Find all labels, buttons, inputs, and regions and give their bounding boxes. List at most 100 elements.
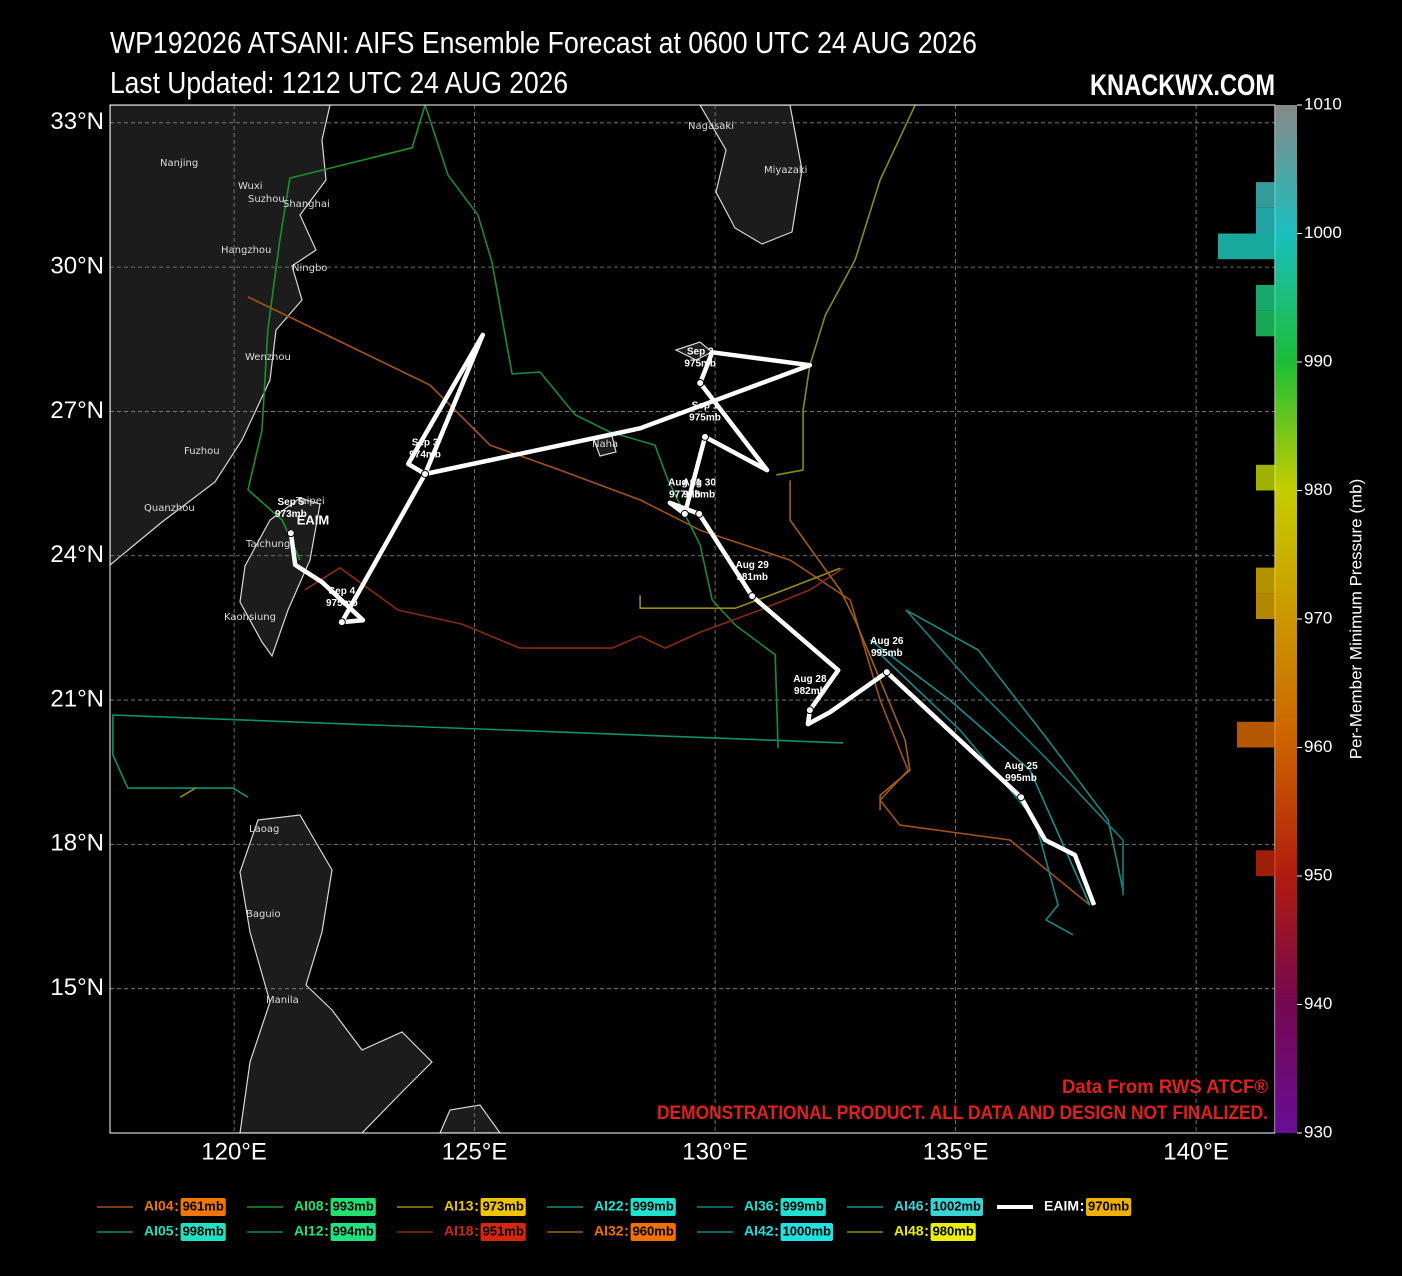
point-pressure: 975mb: [689, 413, 721, 424]
colorbar-tick-label: 930: [1304, 1122, 1332, 1141]
chart-subtitle: Last Updated: 1212 UTC 24 AUG 2026: [110, 65, 568, 100]
place-label: Hangzhou: [221, 245, 271, 256]
place-label: Wenzhou: [245, 352, 291, 363]
legend: AI04 961mb AI05 998mb AI08 993mb AI12 994mb AI13…: [97, 1198, 1132, 1241]
legend-name: AI05: [144, 1223, 174, 1239]
point-date: Aug 25: [1004, 761, 1038, 772]
legend-name: AI46: [894, 1198, 924, 1214]
x-tick-label: 125°E: [442, 1138, 508, 1165]
legend-name: AI08: [294, 1198, 324, 1214]
legend-sep: [325, 1202, 328, 1206]
point-pressure: 982mb: [794, 686, 826, 697]
legend-pressure: 993mb: [333, 1198, 374, 1213]
y-tick-label: 27°N: [50, 397, 104, 424]
legend-sep: [475, 1202, 478, 1206]
colorbar-tick-label: 980: [1304, 480, 1332, 499]
legend-sep: [625, 1202, 628, 1206]
point-date: Aug 31: [668, 478, 702, 489]
point-pressure: 975mb: [326, 598, 358, 609]
legend-sep: [925, 1233, 928, 1237]
ensemble-track: [875, 649, 1074, 936]
legend-sep: [1080, 1208, 1084, 1212]
legend-chip: [1086, 1198, 1132, 1216]
track-point: [680, 509, 689, 518]
track-point: [286, 529, 295, 538]
legend-sep: [475, 1233, 478, 1237]
legend-chip: [330, 1223, 376, 1241]
place-label: Kaohsiung: [224, 612, 276, 623]
note: Data From RWS ATCF®: [1062, 1077, 1268, 1098]
track-point: [805, 706, 814, 715]
place-label: Ningbo: [292, 263, 327, 274]
point-date: Aug 28: [793, 674, 827, 685]
ensemble-track: [869, 639, 1091, 906]
legend-chip: [480, 1223, 526, 1241]
y-tick-label: 33°N: [50, 108, 104, 135]
legend-sep: [775, 1202, 778, 1206]
track-point: [882, 668, 891, 677]
legend-name: AI13: [444, 1198, 474, 1214]
place-label: Nagasaki: [688, 121, 734, 132]
ensemble-track: [247, 105, 426, 561]
track-point: [748, 592, 757, 601]
place-label: Taichung: [245, 539, 290, 550]
legend-pressure: 998mb: [183, 1223, 224, 1238]
legend-pressure: 994mb: [333, 1223, 374, 1238]
point-date: Sep 5: [278, 497, 305, 508]
legend-name: AI18: [444, 1223, 474, 1239]
track-point: [701, 432, 710, 441]
point-date: Aug 30: [683, 478, 717, 489]
ensemble-track: [905, 609, 1124, 896]
legend-sep: [775, 1233, 778, 1237]
histogram-bar: [1256, 310, 1275, 337]
point-pressure: 978mb: [683, 490, 715, 501]
point-pressure: 977mb: [669, 490, 701, 501]
ensemble-track: [179, 567, 841, 798]
ensemble-track: [905, 609, 1124, 891]
place-label: Wuxi: [238, 181, 263, 192]
point-date: Aug 26: [870, 636, 904, 647]
histogram-bar: [1256, 464, 1275, 491]
track-point: [421, 469, 430, 478]
colorbar-tick-label: 1010: [1304, 94, 1342, 113]
legend-sep: [1080, 1202, 1084, 1206]
legend-sep: [175, 1227, 178, 1231]
legend-sep: [325, 1208, 328, 1212]
legend-pressure: 961mb: [183, 1198, 224, 1213]
colorbar-tick-label: 970: [1304, 608, 1332, 627]
histogram-bar: [1218, 233, 1275, 260]
histogram-bar: [1256, 284, 1275, 311]
land-china: [110, 105, 331, 566]
legend-chip: [630, 1223, 676, 1241]
colorbar-scale: [1275, 105, 1297, 1133]
y-tick-label: 21°N: [50, 685, 104, 712]
point-date: Sep 4: [329, 586, 356, 597]
y-tick-label: 24°N: [50, 541, 104, 568]
point-date: Sep 3: [412, 438, 439, 449]
histogram-bar: [1237, 721, 1275, 748]
legend-sep: [175, 1233, 178, 1237]
place-label: Suzhou: [248, 194, 285, 205]
legend-chip: [180, 1223, 226, 1241]
legend-sep: [925, 1208, 928, 1212]
place-label: Manila: [266, 995, 299, 1006]
place-label: Naha: [592, 439, 618, 450]
legend-chip: [480, 1198, 526, 1216]
legend-chip: [780, 1198, 826, 1216]
legend-sep: [925, 1202, 928, 1206]
legend-pressure: 1000mb: [783, 1223, 831, 1238]
grid: [110, 105, 1275, 1133]
chart-title: WP192026 ATSANI: AIFS Ensemble Forecast …: [110, 25, 977, 60]
x-tick-label: 120°E: [201, 1138, 267, 1165]
point-pressure: 981mb: [736, 572, 768, 583]
land-island: [439, 1104, 501, 1133]
track-point: [337, 618, 346, 627]
ensemble-track: [247, 296, 1091, 906]
point-date: Aug 29: [735, 560, 769, 571]
note: DEMONSTRATIONAL PRODUCT. ALL DATA AND DE…: [657, 1103, 1268, 1124]
ensemble-track: [789, 480, 911, 811]
track-point: [695, 509, 704, 518]
point-pressure: 975mb: [684, 359, 716, 370]
